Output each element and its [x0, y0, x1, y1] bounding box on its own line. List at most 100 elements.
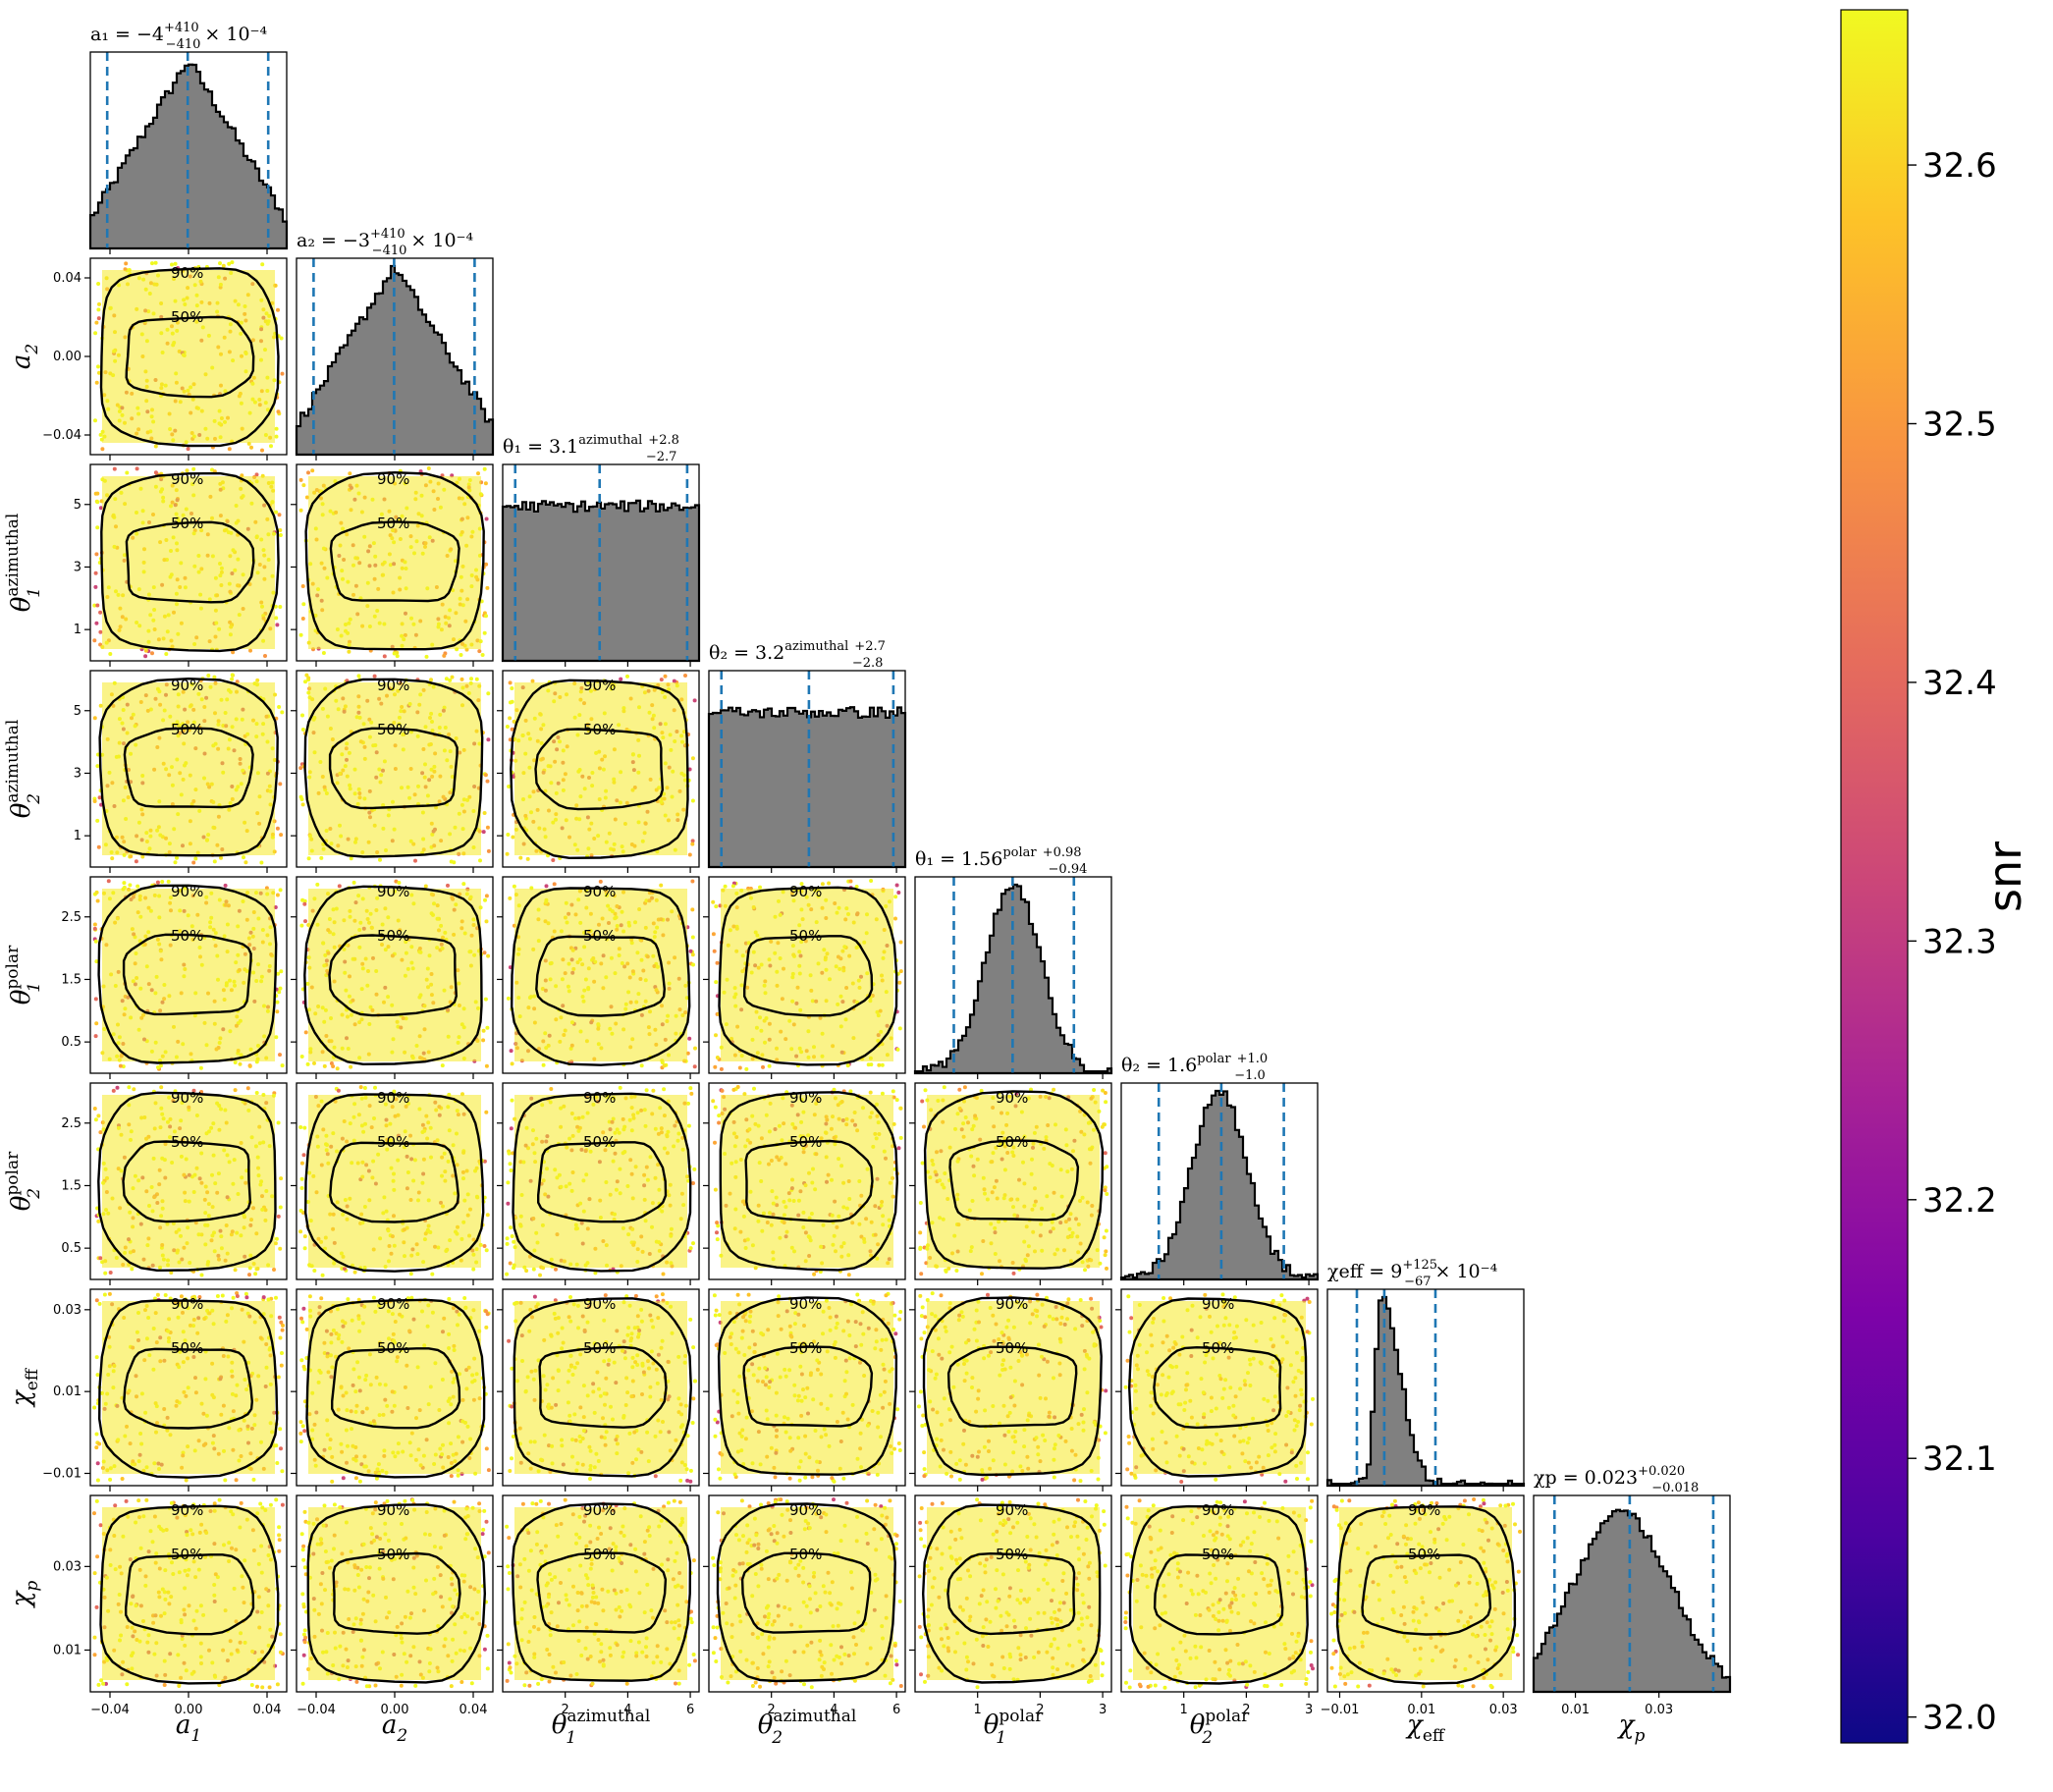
scatter-point	[752, 1086, 756, 1091]
density-core	[927, 1095, 1100, 1268]
scatter-point	[715, 1221, 720, 1225]
panel-theta1_az-vs-theta1_az: θ₁ = 3.1azimuthal +2.8 −2.7	[501, 433, 701, 667]
scatter-point	[233, 1268, 238, 1273]
contour-label-50: 50%	[583, 721, 616, 738]
scatter-point	[298, 766, 303, 771]
scatter-point	[482, 1244, 487, 1248]
scatter-point	[1105, 1266, 1108, 1271]
scatter-point	[692, 1167, 697, 1171]
scatter-point	[544, 884, 549, 889]
scatter-point	[280, 1469, 285, 1474]
title-sub: −2.8	[852, 656, 884, 671]
scatter-point	[510, 699, 514, 704]
scatter-point	[1102, 1235, 1107, 1240]
scatter-point	[485, 779, 490, 784]
contour-90	[99, 267, 280, 448]
scatter-point	[276, 1375, 281, 1380]
scatter-point	[531, 1267, 536, 1272]
scatter-point	[690, 907, 695, 912]
scatter-point	[275, 893, 280, 897]
scatter-point	[712, 949, 717, 953]
scatter-point	[484, 614, 488, 619]
scatter-point	[278, 888, 283, 893]
panel-theta1_az-vs-a1: 90%50%135	[74, 463, 288, 667]
scatter-point	[108, 1271, 113, 1275]
scatter-point	[690, 798, 695, 803]
scatter-point	[279, 1176, 284, 1181]
scatter-point	[509, 1168, 513, 1172]
scatter-point	[298, 1125, 303, 1129]
density-core	[514, 889, 687, 1061]
scatter-point	[278, 782, 283, 787]
contour-label-90: 90%	[377, 883, 409, 900]
contour-label-50: 50%	[377, 1133, 409, 1151]
scatter-point	[510, 1098, 514, 1103]
scatter-point	[173, 860, 178, 865]
scatter-point	[692, 698, 697, 703]
scatter-point	[541, 1062, 546, 1067]
scatter-point	[98, 1256, 103, 1261]
scatter-point	[97, 370, 101, 375]
title-tag: azimuthal	[784, 639, 848, 654]
y-tick-label: 3	[74, 766, 81, 781]
scatter-point	[692, 1064, 697, 1069]
scatter-point	[447, 1296, 452, 1301]
scatter-point	[848, 879, 853, 884]
scatter-point	[919, 1272, 924, 1276]
y-tick-label: 1.5	[61, 1178, 81, 1193]
scatter-point	[321, 651, 326, 655]
scatter-point	[206, 674, 211, 678]
title-theta2_az: θ₂ = 3.2azimuthal +2.7 −2.8	[709, 639, 886, 671]
scatter-point	[362, 1086, 367, 1090]
scatter-point	[690, 839, 695, 843]
density-core	[102, 270, 275, 443]
scatter-point	[351, 880, 356, 885]
scatter-point	[320, 1273, 325, 1277]
scatter-point	[690, 879, 695, 884]
scatter-point	[506, 996, 511, 1001]
panel-theta2_az-vs-a1: 90%50%135	[74, 670, 288, 873]
y-tick-label: −0.04	[42, 428, 81, 443]
contour-label-90: 90%	[583, 677, 616, 694]
scatter-point	[891, 1089, 895, 1094]
scatter-point	[651, 1088, 656, 1093]
contour-label-50: 50%	[583, 927, 616, 945]
scatter-point	[687, 767, 692, 772]
scatter-point	[279, 1363, 284, 1368]
scatter-point	[661, 1272, 666, 1276]
panel-theta1_pol-vs-a2: 90%50%	[291, 876, 494, 1079]
scatter-point	[231, 650, 236, 655]
scatter-point	[275, 1000, 280, 1005]
contour-label-50: 50%	[789, 1133, 822, 1151]
panel-theta2_az-vs-theta2_az: θ₂ = 3.2azimuthal +2.7 −2.8	[707, 639, 907, 873]
scatter-point	[713, 1187, 718, 1192]
contour-label-50: 50%	[377, 721, 409, 738]
scatter-point	[392, 651, 397, 656]
scatter-point	[303, 679, 307, 684]
scatter-point	[307, 1294, 312, 1299]
contour-label-50: 50%	[583, 1133, 616, 1151]
scatter-point	[244, 1295, 249, 1300]
scatter-point	[100, 447, 105, 452]
scatter-point	[478, 858, 482, 863]
scatter-point	[330, 1479, 335, 1484]
title-sup: +410	[370, 227, 405, 242]
contour-label-90: 90%	[996, 1089, 1028, 1107]
scatter-point	[249, 445, 253, 450]
scatter-point	[277, 1315, 282, 1320]
scatter-point	[335, 1066, 340, 1071]
scatter-point	[305, 1061, 310, 1066]
scatter-point	[306, 856, 311, 861]
scatter-point	[304, 673, 309, 678]
scatter-point	[129, 854, 134, 859]
scatter-point	[212, 675, 217, 679]
histogram-theta2_pol	[1119, 1089, 1320, 1281]
scatter-point	[356, 674, 361, 679]
scatter-point	[299, 797, 304, 801]
y-tick-label: 1	[74, 829, 81, 843]
scatter-point	[153, 470, 158, 475]
scatter-point	[980, 1272, 984, 1276]
scatter-point	[96, 364, 100, 369]
density-core	[308, 682, 481, 855]
scatter-point	[111, 1088, 116, 1093]
